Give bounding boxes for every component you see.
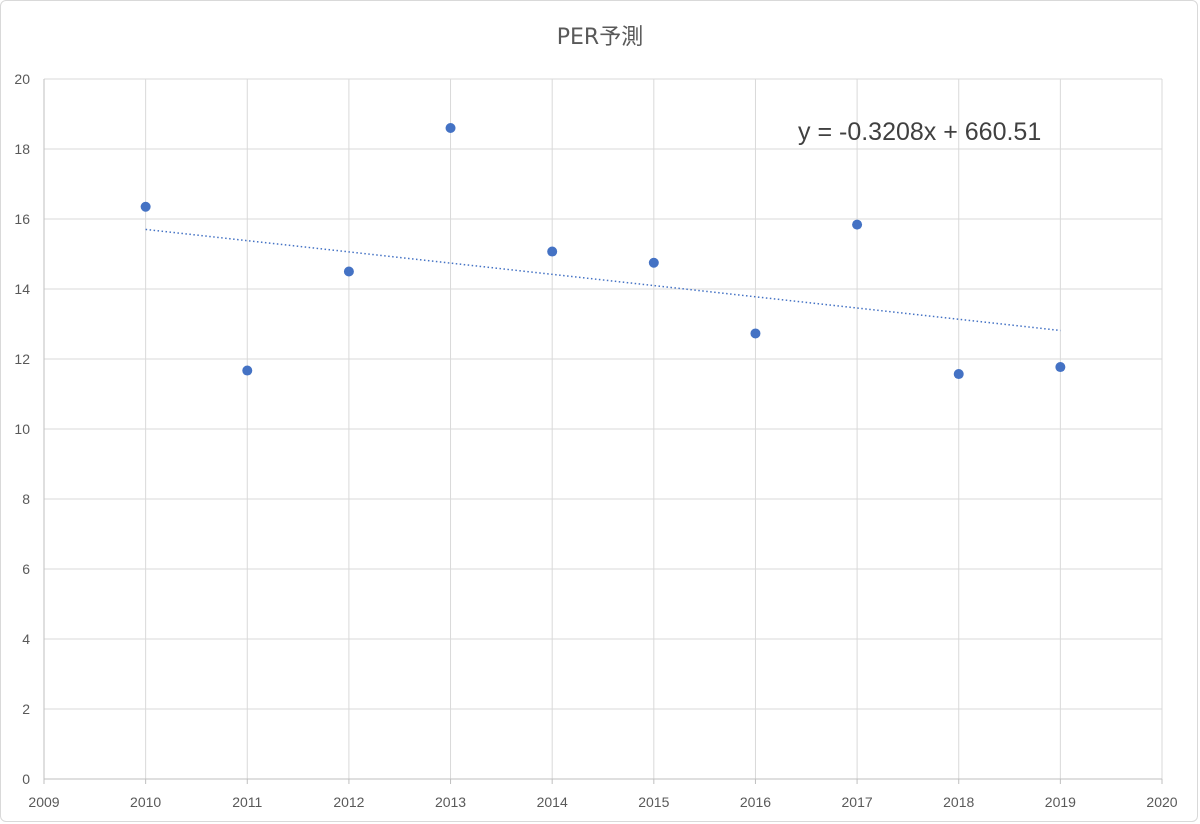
x-axis-tick-labels: 2009 2010 2011 2012 2013 2014 2015 2016 2017 2018…	[28, 794, 1177, 810]
y-tick-label: 18	[14, 141, 30, 157]
trendline-equation: y = -0.3208x + 660.51	[798, 118, 1041, 146]
y-tick-label: 14	[14, 281, 30, 297]
trendline-group	[145, 228, 1061, 332]
y-tick-label: 10	[14, 421, 30, 437]
x-tick-label: 2012	[333, 794, 364, 810]
data-point	[140, 201, 151, 212]
x-tick-label: 2009	[28, 794, 59, 810]
data-point	[648, 257, 659, 268]
data-point	[953, 369, 964, 380]
data-point	[1055, 362, 1066, 373]
x-tick-label: 2011	[232, 794, 262, 810]
x-tick-label: 2019	[1045, 794, 1076, 810]
axes	[43, 79, 1163, 784]
x-tick-label: 2016	[740, 794, 771, 810]
data-point	[547, 246, 558, 257]
x-tick-label: 2020	[1146, 794, 1177, 810]
y-tick-label: 6	[22, 561, 30, 577]
y-tick-label: 16	[14, 211, 30, 227]
x-tick-label: 2018	[943, 794, 974, 810]
data-point	[445, 123, 456, 133]
y-tick-label: 8	[22, 491, 30, 507]
y-tick-label: 4	[22, 631, 30, 647]
y-tick-label: 12	[14, 351, 30, 367]
x-tick-label: 2013	[435, 794, 466, 810]
data-point	[343, 266, 354, 277]
chart-title: PER予測	[557, 25, 643, 50]
y-tick-label: 2	[22, 701, 30, 717]
gridlines	[44, 78, 1163, 779]
x-tick-label: 2017	[842, 794, 873, 810]
y-tick-label: 0	[22, 771, 30, 787]
x-tick-label: 2014	[537, 794, 568, 810]
y-axis-tick-labels: 0 2 4 6 8 10 12 14 16 18 20	[14, 71, 30, 787]
data-point	[242, 365, 253, 376]
data-points	[140, 123, 1066, 380]
data-point	[750, 328, 761, 339]
data-point	[852, 219, 863, 230]
x-tick-label: 2010	[130, 794, 161, 810]
trendline	[145, 228, 1061, 332]
y-tick-label: 20	[14, 71, 30, 87]
x-tick-label: 2015	[638, 794, 669, 810]
